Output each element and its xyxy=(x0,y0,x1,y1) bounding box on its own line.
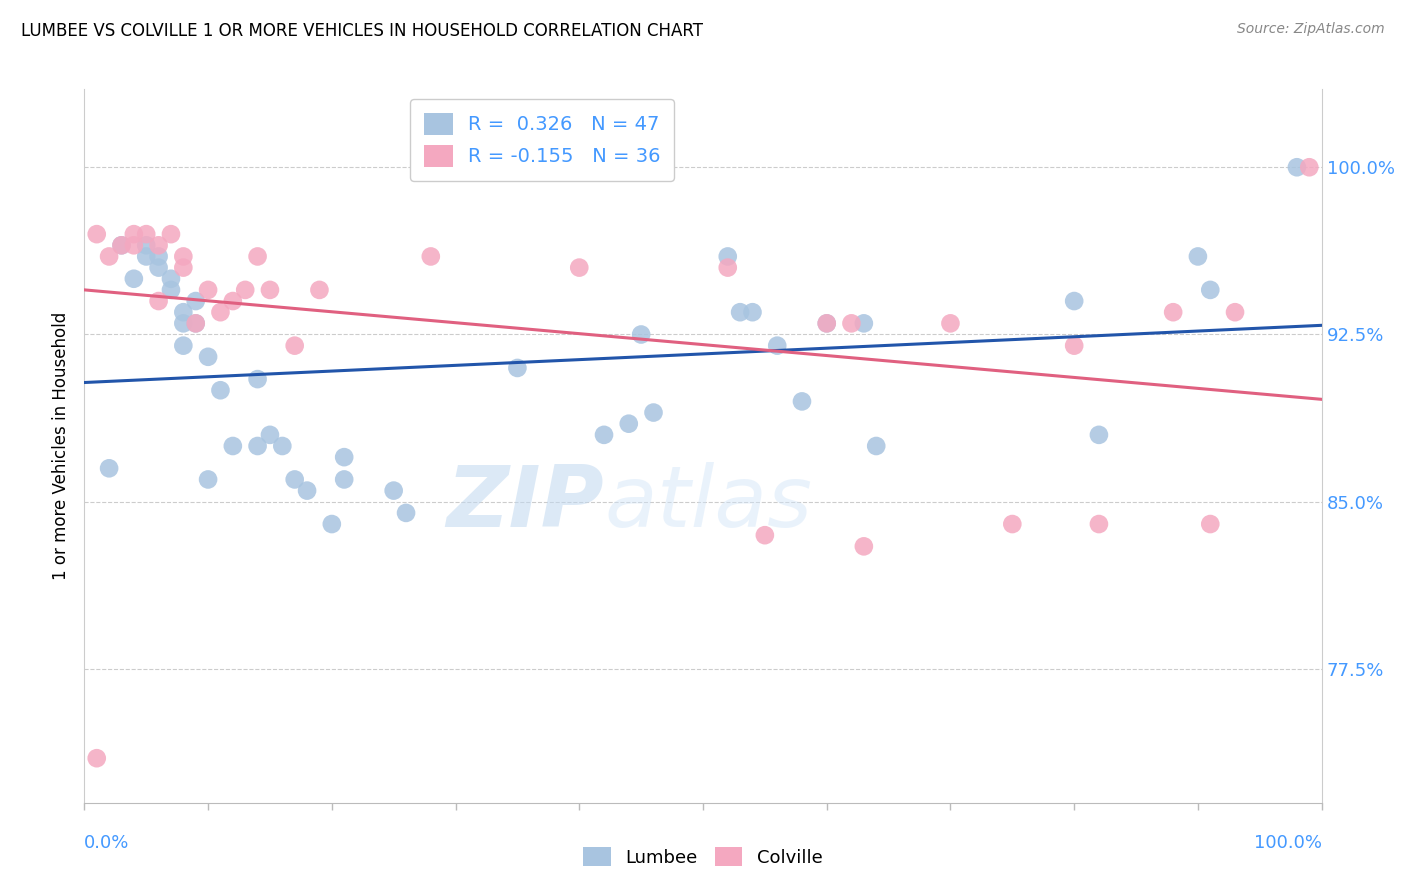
Point xyxy=(271,439,294,453)
Point xyxy=(815,316,838,330)
Point xyxy=(135,238,157,252)
Point xyxy=(172,249,194,263)
Point xyxy=(295,483,318,498)
Point xyxy=(284,338,307,352)
Point xyxy=(122,238,145,252)
Point xyxy=(148,249,170,263)
Point xyxy=(333,450,356,464)
Point xyxy=(197,472,219,486)
Point xyxy=(259,283,281,297)
Point xyxy=(419,249,441,263)
Point xyxy=(382,483,405,498)
Point xyxy=(1187,249,1209,263)
Point xyxy=(815,316,838,330)
Point xyxy=(717,260,740,275)
Point xyxy=(172,316,194,330)
Point xyxy=(110,238,132,252)
Point xyxy=(617,417,640,431)
Point xyxy=(222,293,245,308)
Y-axis label: 1 or more Vehicles in Household: 1 or more Vehicles in Household xyxy=(52,312,70,580)
Point xyxy=(865,439,887,453)
Point xyxy=(321,516,343,531)
Point xyxy=(184,316,207,330)
Point xyxy=(135,249,157,263)
Point xyxy=(222,439,245,453)
Point xyxy=(754,528,776,542)
Text: LUMBEE VS COLVILLE 1 OR MORE VEHICLES IN HOUSEHOLD CORRELATION CHART: LUMBEE VS COLVILLE 1 OR MORE VEHICLES IN… xyxy=(21,22,703,40)
Point xyxy=(86,227,108,241)
Point xyxy=(259,427,281,442)
Point xyxy=(98,461,121,475)
Point xyxy=(939,316,962,330)
Point xyxy=(148,293,170,308)
Text: 0.0%: 0.0% xyxy=(84,834,129,852)
Point xyxy=(1199,516,1222,531)
Point xyxy=(148,238,170,252)
Point xyxy=(284,472,307,486)
Point xyxy=(333,472,356,486)
Point xyxy=(506,360,529,375)
Point xyxy=(1063,338,1085,352)
Point xyxy=(630,327,652,342)
Point xyxy=(246,439,269,453)
Point xyxy=(209,383,232,397)
Point xyxy=(766,338,789,352)
Point xyxy=(1088,516,1111,531)
Point xyxy=(841,316,863,330)
Point xyxy=(86,751,108,765)
Point xyxy=(160,271,183,285)
Point xyxy=(395,506,418,520)
Text: ZIP: ZIP xyxy=(446,461,605,545)
Point xyxy=(593,427,616,442)
Point xyxy=(1199,283,1222,297)
Legend: R =  0.326   N = 47, R = -0.155   N = 36: R = 0.326 N = 47, R = -0.155 N = 36 xyxy=(411,99,675,181)
Point xyxy=(741,305,763,319)
Point xyxy=(135,227,157,241)
Point xyxy=(197,283,219,297)
Point xyxy=(209,305,232,319)
Point xyxy=(852,316,875,330)
Point xyxy=(1088,427,1111,442)
Point xyxy=(184,316,207,330)
Point xyxy=(643,405,665,419)
Point xyxy=(172,338,194,352)
Text: 100.0%: 100.0% xyxy=(1254,834,1322,852)
Point xyxy=(1285,160,1308,174)
Point xyxy=(1001,516,1024,531)
Point xyxy=(160,227,183,241)
Point xyxy=(172,305,194,319)
Point xyxy=(1298,160,1320,174)
Point xyxy=(184,293,207,308)
Point xyxy=(852,539,875,553)
Point xyxy=(728,305,751,319)
Point xyxy=(246,372,269,386)
Point xyxy=(122,271,145,285)
Point xyxy=(122,227,145,241)
Point xyxy=(172,260,194,275)
Point xyxy=(790,394,813,409)
Point xyxy=(1223,305,1246,319)
Point xyxy=(1063,293,1085,308)
Point xyxy=(160,283,183,297)
Point xyxy=(98,249,121,263)
Point xyxy=(568,260,591,275)
Point xyxy=(197,350,219,364)
Legend: Lumbee, Colville: Lumbee, Colville xyxy=(576,840,830,874)
Point xyxy=(308,283,330,297)
Point xyxy=(110,238,132,252)
Point xyxy=(717,249,740,263)
Point xyxy=(233,283,256,297)
Point xyxy=(246,249,269,263)
Text: atlas: atlas xyxy=(605,461,813,545)
Text: Source: ZipAtlas.com: Source: ZipAtlas.com xyxy=(1237,22,1385,37)
Point xyxy=(148,260,170,275)
Point xyxy=(1161,305,1184,319)
